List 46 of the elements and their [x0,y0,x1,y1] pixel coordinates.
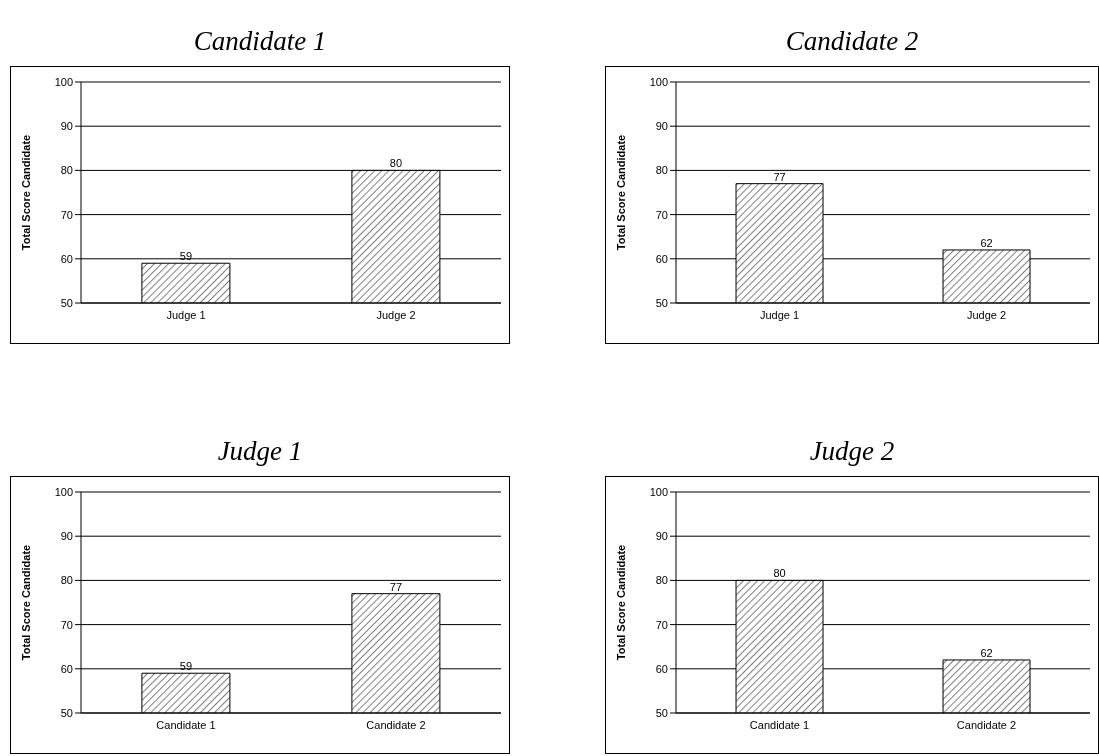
y-axis-title: Total Score Candidate [614,134,627,251]
y-tick-label: 50 [655,706,668,719]
x-tick-label: Judge 2 [966,308,1007,321]
chart-title: Candidate 2 [784,26,920,58]
y-tick-label: 100 [54,75,73,88]
x-tick-label: Candidate 1 [156,718,216,731]
y-tick-label: 80 [655,574,668,587]
x-tick-label: Candidate 2 [366,718,426,731]
x-tick-label: Candidate 2 [956,718,1017,731]
y-tick-label: 60 [655,662,668,675]
y-tick-label: 90 [60,120,73,133]
y-tick-label: 50 [60,706,73,719]
x-tick-label: Candidate 1 [749,718,810,731]
data-label: 80 [773,567,786,580]
y-tick-label: 100 [54,485,73,498]
x-tick-label: Judge 1 [166,308,206,321]
y-tick-label: 70 [60,208,73,221]
y-tick-label: 50 [60,296,73,309]
y-tick-label: 70 [655,618,668,631]
x-tick-label: Judge 2 [376,308,416,321]
y-tick-label: 50 [655,296,668,309]
y-axis-title: Total Score Candidate [19,134,32,251]
x-tick-label: Judge 1 [759,308,800,321]
y-tick-label: 60 [60,252,73,265]
y-tick-label: 100 [649,485,668,498]
chart-title: Judge 2 [808,436,896,468]
chart-title: Judge 1 [216,436,304,468]
y-tick-label: 70 [655,208,668,221]
y-axis-title: Total Score Candidate [614,544,627,661]
data-label: 77 [389,580,403,593]
y-axis-title: Total Score Candidate [19,544,32,661]
y-tick-label: 80 [655,164,668,177]
data-label: 62 [980,236,993,249]
y-tick-label: 90 [655,530,668,543]
data-label: 77 [773,170,786,183]
data-label: 80 [389,157,403,170]
y-tick-label: 90 [655,120,668,133]
data-label: 62 [980,646,993,659]
y-tick-label: 100 [649,75,668,88]
y-tick-label: 80 [60,574,73,587]
chart-title: Candidate 1 [192,26,328,58]
y-tick-label: 60 [60,662,73,675]
y-tick-label: 80 [60,164,73,177]
y-tick-label: 70 [60,618,73,631]
y-tick-label: 90 [60,530,73,543]
y-tick-label: 60 [655,252,668,265]
